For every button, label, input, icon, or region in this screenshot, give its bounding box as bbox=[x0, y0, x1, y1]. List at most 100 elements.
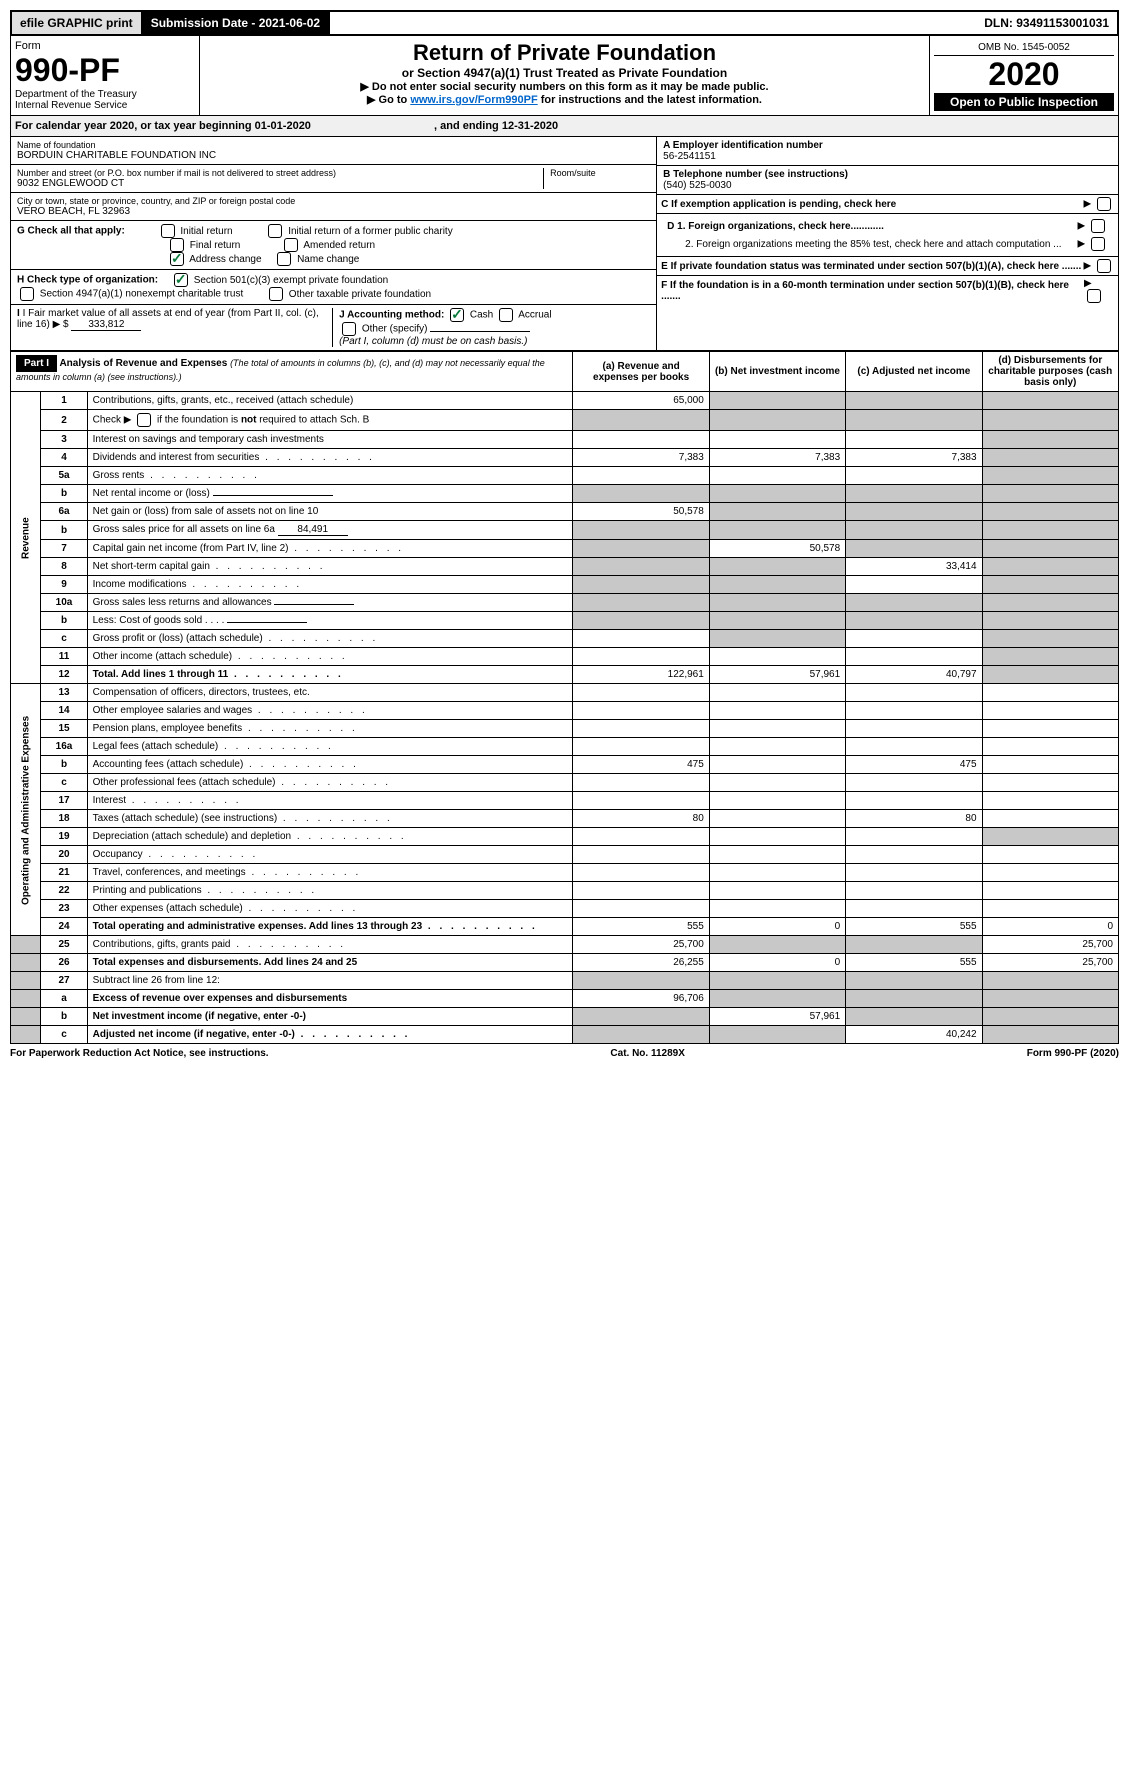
name-label: Name of foundation bbox=[17, 140, 650, 150]
row-22: 22Printing and publications bbox=[11, 882, 1119, 900]
calyear-pre: For calendar year 2020, or tax year begi… bbox=[15, 120, 255, 132]
a-label: A Employer identification number bbox=[663, 140, 1112, 151]
e-label: E If private foundation status was termi… bbox=[661, 261, 1081, 272]
check-schb[interactable] bbox=[137, 413, 151, 427]
row-16b: bAccounting fees (attach schedule) 47547… bbox=[11, 756, 1119, 774]
check-initial-former[interactable] bbox=[268, 224, 282, 238]
row-27a: aExcess of revenue over expenses and dis… bbox=[11, 990, 1119, 1008]
row-5a: 5aGross rents bbox=[11, 467, 1119, 485]
calendar-year-row: For calendar year 2020, or tax year begi… bbox=[10, 116, 1119, 137]
g-label: G Check all that apply: bbox=[17, 226, 125, 237]
header-center: Return of Private Foundation or Section … bbox=[200, 36, 929, 115]
check-4947[interactable] bbox=[20, 287, 34, 301]
row-18: 18Taxes (attach schedule) (see instructi… bbox=[11, 810, 1119, 828]
row-25: 25Contributions, gifts, grants paid 25,7… bbox=[11, 936, 1119, 954]
row-1: Revenue 1Contributions, gifts, grants, e… bbox=[11, 392, 1119, 410]
f-label: F If the foundation is in a 60-month ter… bbox=[661, 280, 1084, 302]
part1-label: Part I bbox=[16, 355, 57, 372]
foundation-name-cell: Name of foundation BORDUIN CHARITABLE FO… bbox=[11, 137, 656, 165]
check-c[interactable] bbox=[1097, 197, 1111, 211]
row-23: 23Other expenses (attach schedule) bbox=[11, 900, 1119, 918]
row-27: 27Subtract line 26 from line 12: bbox=[11, 972, 1119, 990]
i-j-cell: I I Fair market value of all assets at e… bbox=[11, 305, 656, 350]
ein-cell: A Employer identification number 56-2541… bbox=[657, 137, 1118, 166]
row-21: 21Travel, conferences, and meetings bbox=[11, 864, 1119, 882]
city-label: City or town, state or province, country… bbox=[17, 196, 650, 206]
row-13: Operating and Administrative Expenses 13… bbox=[11, 684, 1119, 702]
check-d1[interactable] bbox=[1091, 219, 1105, 233]
check-f[interactable] bbox=[1087, 289, 1101, 303]
row-10a: 10aGross sales less returns and allowanc… bbox=[11, 594, 1119, 612]
info-right: A Employer identification number 56-2541… bbox=[656, 137, 1118, 350]
row-26: 26Total expenses and disbursements. Add … bbox=[11, 954, 1119, 972]
check-namechg[interactable] bbox=[277, 252, 291, 266]
f-cell: F If the foundation is in a 60-month ter… bbox=[657, 276, 1118, 305]
row-24: 24Total operating and administrative exp… bbox=[11, 918, 1119, 936]
check-other-method[interactable] bbox=[342, 322, 356, 336]
form-subtitle: or Section 4947(a)(1) Trust Treated as P… bbox=[204, 66, 925, 80]
row-5b: bNet rental income or (loss) bbox=[11, 485, 1119, 503]
revenue-label: Revenue bbox=[11, 392, 41, 684]
city-cell: City or town, state or province, country… bbox=[11, 193, 656, 221]
check-e[interactable] bbox=[1097, 259, 1111, 273]
instr-pre: Go to bbox=[367, 94, 410, 106]
check-initial[interactable] bbox=[161, 224, 175, 238]
check-501c3[interactable] bbox=[174, 273, 188, 287]
addr: 9032 ENGLEWOOD CT bbox=[17, 178, 543, 189]
row-2: 2Check ▶ if the foundation is not requir… bbox=[11, 410, 1119, 431]
room-cell: Room/suite bbox=[544, 168, 650, 189]
phone: (540) 525-0030 bbox=[663, 180, 1112, 191]
irs-link[interactable]: www.irs.gov/Form990PF bbox=[410, 94, 537, 106]
info-grid: Name of foundation BORDUIN CHARITABLE FO… bbox=[10, 137, 1119, 351]
part1-table: Part I Analysis of Revenue and Expenses … bbox=[10, 351, 1119, 1044]
check-d2[interactable] bbox=[1091, 237, 1105, 251]
row-4: 4Dividends and interest from securities … bbox=[11, 449, 1119, 467]
check-amended[interactable] bbox=[284, 238, 298, 252]
i-label: I Fair market value of all assets at end… bbox=[17, 308, 319, 330]
part1-title: Analysis of Revenue and Expenses bbox=[59, 358, 227, 369]
footer-right: Form 990-PF (2020) bbox=[1027, 1048, 1119, 1059]
city: VERO BEACH, FL 32963 bbox=[17, 206, 650, 217]
form-label: Form bbox=[15, 40, 195, 52]
col-d-header: (d) Disbursements for charitable purpose… bbox=[982, 352, 1118, 392]
row-12: 12Total. Add lines 1 through 11 122,9615… bbox=[11, 666, 1119, 684]
row-9: 9Income modifications bbox=[11, 576, 1119, 594]
h-label: H Check type of organization: bbox=[17, 275, 158, 286]
j-label: J Accounting method: bbox=[339, 310, 444, 321]
c-label: C If exemption application is pending, c… bbox=[661, 199, 896, 210]
row-14: 14Other employee salaries and wages bbox=[11, 702, 1119, 720]
row-10b: bLess: Cost of goods sold . . . . bbox=[11, 612, 1119, 630]
j-note: (Part I, column (d) must be on cash basi… bbox=[339, 336, 527, 347]
dept-irs: Internal Revenue Service bbox=[15, 100, 195, 111]
g-checks-cell: G Check all that apply: Initial return I… bbox=[11, 221, 656, 270]
street-cell: Number and street (or P.O. box number if… bbox=[17, 168, 544, 189]
check-address[interactable] bbox=[170, 252, 184, 266]
calyear-end: 12-31-2020 bbox=[502, 120, 558, 132]
check-accrual[interactable] bbox=[499, 308, 513, 322]
j-cell: J Accounting method: Cash Accrual Other … bbox=[333, 308, 650, 347]
part1-header-row: Part I Analysis of Revenue and Expenses … bbox=[11, 352, 1119, 392]
h-checks-cell: H Check type of organization: Section 50… bbox=[11, 270, 656, 305]
check-other-taxable[interactable] bbox=[269, 287, 283, 301]
row-6b: bGross sales price for all assets on lin… bbox=[11, 521, 1119, 540]
d-cell: D 1. Foreign organizations, check here..… bbox=[657, 214, 1118, 257]
b-label: B Telephone number (see instructions) bbox=[663, 169, 1112, 180]
check-cash[interactable] bbox=[450, 308, 464, 322]
col-c-header: (c) Adjusted net income bbox=[846, 352, 982, 392]
phone-cell: B Telephone number (see instructions) (5… bbox=[657, 166, 1118, 195]
c-cell: C If exemption application is pending, c… bbox=[657, 195, 1118, 214]
row-15: 15Pension plans, employee benefits bbox=[11, 720, 1119, 738]
row-6a: 6aNet gain or (loss) from sale of assets… bbox=[11, 503, 1119, 521]
header-right: OMB No. 1545-0052 2020 Open to Public In… bbox=[929, 36, 1118, 115]
row-19: 19Depreciation (attach schedule) and dep… bbox=[11, 828, 1119, 846]
header-left: Form 990-PF Department of the Treasury I… bbox=[11, 36, 200, 115]
info-left: Name of foundation BORDUIN CHARITABLE FO… bbox=[11, 137, 656, 350]
row-20: 20Occupancy bbox=[11, 846, 1119, 864]
row-17: 17Interest bbox=[11, 792, 1119, 810]
address-cell: Number and street (or P.O. box number if… bbox=[11, 165, 656, 193]
row-16c: cOther professional fees (attach schedul… bbox=[11, 774, 1119, 792]
foundation-name: BORDUIN CHARITABLE FOUNDATION INC bbox=[17, 150, 650, 161]
i-value: 333,812 bbox=[71, 319, 141, 331]
instr-post: for instructions and the latest informat… bbox=[541, 94, 762, 106]
row-11: 11Other income (attach schedule) bbox=[11, 648, 1119, 666]
